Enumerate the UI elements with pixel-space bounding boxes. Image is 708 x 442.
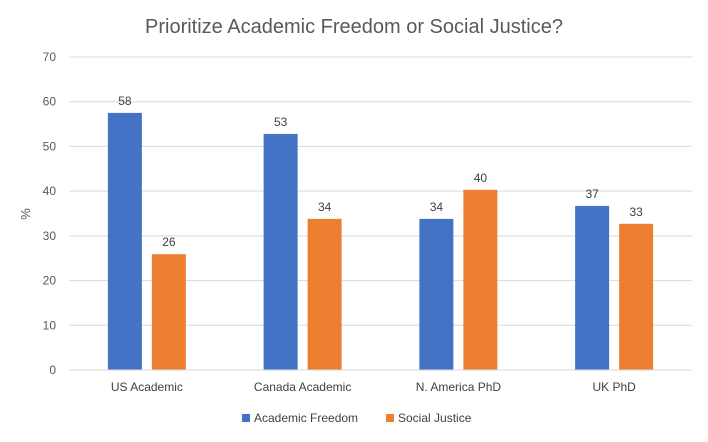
- data-labels: 58 26 53 34 34 40 37 33: [118, 94, 643, 249]
- y-axis-label: %: [18, 208, 33, 220]
- x-axis-categories: US Academic Canada Academic N. America PhD…: [111, 380, 636, 394]
- legend-swatch: [242, 414, 250, 422]
- bar-academic-freedom: [575, 205, 610, 370]
- bar-academic-freedom: [419, 218, 454, 370]
- y-tick-label: 10: [43, 318, 57, 332]
- x-category-label: US Academic: [111, 380, 183, 394]
- legend-label: Social Justice: [398, 411, 472, 425]
- y-tick-label: 30: [43, 229, 57, 243]
- chart-title: Prioritize Academic Freedom or Social Ju…: [145, 16, 563, 38]
- y-tick-label: 40: [43, 184, 57, 198]
- y-tick-label: 70: [43, 50, 57, 64]
- legend-swatch: [386, 414, 394, 422]
- data-label: 37: [585, 187, 599, 201]
- data-label: 33: [629, 205, 643, 219]
- legend: Academic Freedom Social Justice: [242, 411, 472, 425]
- bar-social-justice: [151, 254, 186, 370]
- data-label: 26: [162, 235, 176, 249]
- legend-label: Academic Freedom: [254, 411, 358, 425]
- bar-academic-freedom: [107, 112, 142, 371]
- data-label: 40: [474, 171, 488, 185]
- y-tick-label: 50: [43, 139, 57, 153]
- data-label: 34: [318, 200, 332, 214]
- data-label: 53: [274, 115, 288, 129]
- data-label: 58: [118, 94, 132, 108]
- y-axis-ticks: 0 10 20 30 40 50 60 70: [43, 50, 57, 377]
- bar-social-justice: [463, 189, 498, 370]
- bar-social-justice: [307, 218, 342, 370]
- x-category-label: N. America PhD: [416, 380, 502, 394]
- bar-academic-freedom: [263, 133, 298, 370]
- y-tick-label: 20: [43, 274, 57, 288]
- bar-social-justice: [619, 223, 654, 370]
- x-category-label: Canada Academic: [254, 380, 351, 394]
- x-category-label: UK PhD: [592, 380, 636, 394]
- bars: [107, 112, 654, 371]
- data-label: 34: [430, 200, 444, 214]
- y-tick-label: 0: [49, 363, 56, 377]
- y-tick-label: 60: [43, 95, 57, 109]
